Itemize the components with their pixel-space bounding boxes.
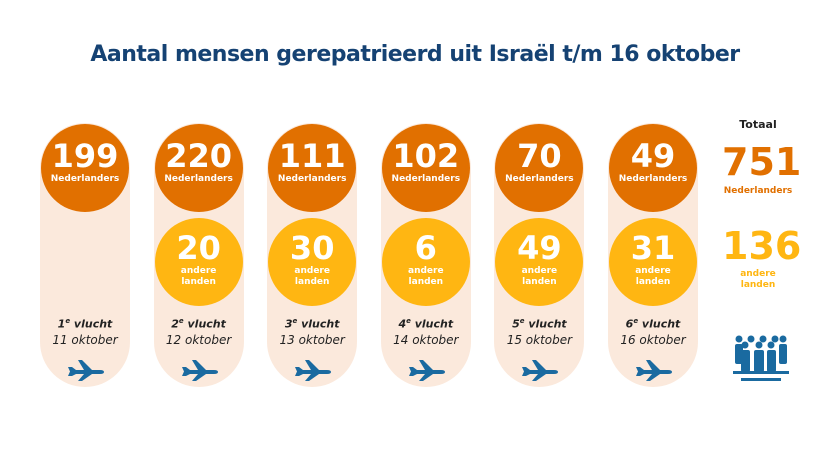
flight-date: 15 oktober — [506, 333, 573, 347]
nederlanders-label: Nederlanders — [391, 174, 461, 184]
flight-ordinal: 1 — [57, 317, 66, 331]
airplane-icon — [180, 359, 218, 381]
flight-word: vlucht — [187, 317, 226, 331]
ordinal-suffix: e — [65, 317, 71, 325]
flight-word: vlucht — [414, 317, 454, 331]
group-of-people-icon — [733, 335, 789, 381]
airplane-icon — [634, 359, 672, 381]
flight-number: 4e vlucht — [381, 317, 471, 331]
andere-landen-count: 31 — [630, 229, 676, 267]
flight-date: 13 oktober — [279, 333, 345, 347]
flight-number: 6e vlucht — [608, 317, 698, 331]
nederlanders-count: 49 — [630, 137, 676, 175]
andere-landen-label: andere landen — [635, 266, 671, 287]
airplane-icon — [407, 359, 445, 381]
flight-date: 16 oktober — [620, 333, 686, 347]
nederlanders-count: 220 — [165, 137, 232, 175]
flight-word: vlucht — [73, 317, 113, 331]
andere-landen-circle: 20 andere landen — [154, 218, 243, 306]
andere-landen-circle: 49 andere landen — [495, 218, 584, 306]
airplane-icon — [293, 359, 332, 381]
flight-column: 111 Nederlanders 30 andere landen 3e vlucht 1… — [267, 123, 358, 387]
flight-date: 14 oktober — [393, 333, 459, 347]
nederlanders-count: 70 — [517, 137, 562, 175]
nederlanders-count: 102 — [392, 137, 460, 175]
andere-landen-label: andere landen — [180, 266, 217, 287]
flight-ordinal: 3 — [284, 317, 293, 331]
andere-landen-circle: 6 andere landen — [381, 218, 470, 306]
total-nederlanders: 751 — [722, 140, 802, 184]
flight-ordinal: 6 — [625, 317, 634, 331]
flight-number: 3e vlucht — [267, 317, 357, 331]
nederlanders-label: Nederlanders — [50, 174, 120, 184]
total-heading: Totaal — [739, 118, 777, 131]
nederlanders-label: Nederlanders — [505, 174, 574, 184]
andere-landen-label: andere landen — [294, 266, 330, 287]
ordinal-suffix: e — [519, 317, 525, 325]
ordinal-suffix: e — [292, 317, 298, 325]
flight-ordinal: 2 — [171, 317, 179, 331]
flight-ordinal: 5 — [512, 317, 520, 331]
nederlanders-label: Nederlanders — [164, 174, 233, 184]
flight-number: 1e vlucht — [40, 317, 130, 331]
flight-column: 70 Nederlanders 49 andere landen 5e vlucht 15… — [494, 123, 585, 387]
ordinal-suffix: e — [633, 317, 639, 325]
andere-landen-count: 49 — [517, 229, 562, 267]
flight-word: vlucht — [641, 317, 681, 331]
andere-landen-count: 6 — [414, 229, 437, 267]
page-title: Aantal mensen gerepatrieerd uit Israël t… — [90, 42, 740, 67]
nederlanders-circle: 199 Nederlanders — [41, 124, 129, 212]
nederlanders-circle: 49 Nederlanders — [609, 124, 697, 212]
total-andere: 136 — [722, 224, 802, 268]
nederlanders-count: 199 — [51, 137, 119, 175]
nederlanders-circle: 102 Nederlanders — [381, 124, 470, 212]
flight-ordinal: 4 — [398, 317, 407, 331]
nederlanders-label: Nederlanders — [277, 174, 347, 184]
nederlanders-circle: 70 Nederlanders — [495, 124, 584, 212]
flight-word: vlucht — [301, 317, 340, 331]
nederlanders-count: 111 — [278, 137, 346, 175]
flight-column: 199 Nederlanders 1e vlucht 11 oktober — [40, 123, 130, 387]
andere-landen-count: 20 — [176, 229, 221, 267]
airplane-icon — [66, 359, 104, 381]
flight-number: 2e vlucht — [154, 317, 244, 331]
nederlanders-circle: 111 Nederlanders — [268, 124, 357, 212]
andere-landen-label: andere landen — [408, 266, 444, 287]
andere-landen-label: andere landen — [521, 266, 558, 287]
flight-column: 220 Nederlanders 20 andere landen 2e vlucht 1… — [153, 123, 244, 387]
total-andere-label: andere landen — [740, 269, 776, 290]
flight-column: 102 Nederlanders 6 andere landen 4e vlucht 14… — [380, 123, 471, 387]
andere-landen-count: 30 — [289, 229, 335, 267]
total-nederlanders-label: Nederlanders — [723, 186, 793, 196]
flight-column: 49 Nederlanders 31 andere landen 6e vlucht 16… — [608, 123, 698, 387]
ordinal-suffix: e — [406, 317, 411, 325]
flight-word: vlucht — [528, 317, 567, 331]
flight-number: 5e vlucht — [494, 317, 584, 331]
flight-date: 12 oktober — [165, 333, 232, 347]
andere-landen-circle: 31 andere landen — [609, 218, 697, 306]
ordinal-suffix: e — [178, 317, 184, 325]
andere-landen-circle: 30 andere landen — [268, 218, 357, 306]
nederlanders-label: Nederlanders — [618, 174, 688, 184]
flight-date: 11 oktober — [52, 333, 118, 347]
airplane-icon — [520, 359, 559, 381]
nederlanders-circle: 220 Nederlanders — [154, 124, 243, 212]
